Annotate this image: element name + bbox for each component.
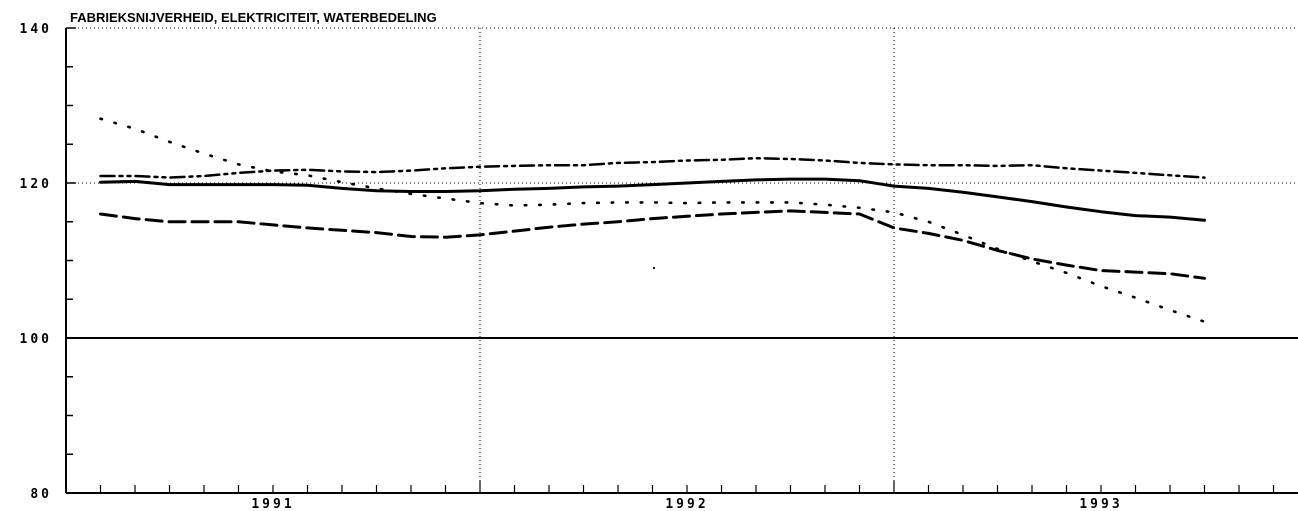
axis-layer: [65, 27, 1298, 494]
series-line-dashed: [99, 209, 1206, 280]
y-tick-label: 120: [20, 177, 52, 192]
x-tick-label-1993: 1993: [1079, 497, 1122, 511]
label-layer: 80 100 120 140 1991 1992 1993: [20, 22, 1122, 511]
series-line-dash-dot-dot: [99, 156, 1206, 179]
y-tick-label: 100: [20, 332, 52, 347]
chart-title: FABRIEKSNIJVERHEID, ELEKTRICITEIT, WATER…: [70, 10, 437, 25]
series-line-solid: [99, 177, 1206, 222]
series-layer: [99, 117, 1206, 323]
noise-dot: [652, 266, 656, 270]
y-tick-label: 80: [30, 487, 52, 502]
x-tick-label-1992: 1992: [665, 497, 708, 511]
x-tick-label-1991: 1991: [251, 497, 294, 511]
y-tick-label: 140: [20, 22, 52, 37]
